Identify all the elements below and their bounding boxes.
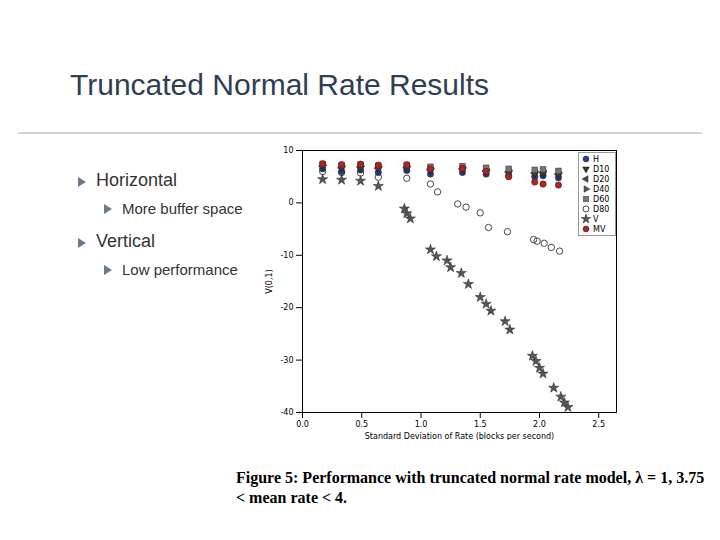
svg-text:-20: -20 [280,303,293,312]
svg-text:-30: -30 [280,356,293,365]
html-text:D40: D40 [593,184,610,194]
html-text:Truncated Normal Rate Results: Truncated Normal Rate Results [70,68,490,101]
html-text:Low performance: Low performance [122,261,238,278]
svg-text:-10: -10 [280,251,293,260]
svg-text:2.5: 2.5 [592,420,605,429]
svg-text:1.0: 1.0 [415,420,428,429]
html-text:V: V [593,214,599,224]
svg-text:V(0,1): V(0,1) [265,269,274,293]
html-text:Horizontal: Horizontal [96,170,177,190]
svg-text:2.0: 2.0 [533,420,546,429]
html-text:More buffer space: More buffer space [122,200,243,217]
html-text:D10: D10 [593,164,610,174]
svg-text:-40: -40 [280,408,293,417]
html-text:D60: D60 [593,194,610,204]
html-text:D80: D80 [593,204,610,214]
html-text:Vertical: Vertical [96,231,155,251]
svg-text:Standard Deviation of Rate (bl: Standard Deviation of Rate (blocks per s… [365,432,554,441]
html-text:H: H [593,154,599,164]
html-text:MV: MV [593,224,606,234]
html-text:D20: D20 [593,174,610,184]
svg-text:10: 10 [283,146,293,155]
svg-text:0.5: 0.5 [355,420,368,429]
svg-text:0: 0 [288,198,293,207]
svg-text:1.5: 1.5 [474,420,487,429]
html-text:Figure 5: Performance with tru: Figure 5: Performance with truncated nor… [236,469,705,506]
svg-text:0.0: 0.0 [296,420,309,429]
